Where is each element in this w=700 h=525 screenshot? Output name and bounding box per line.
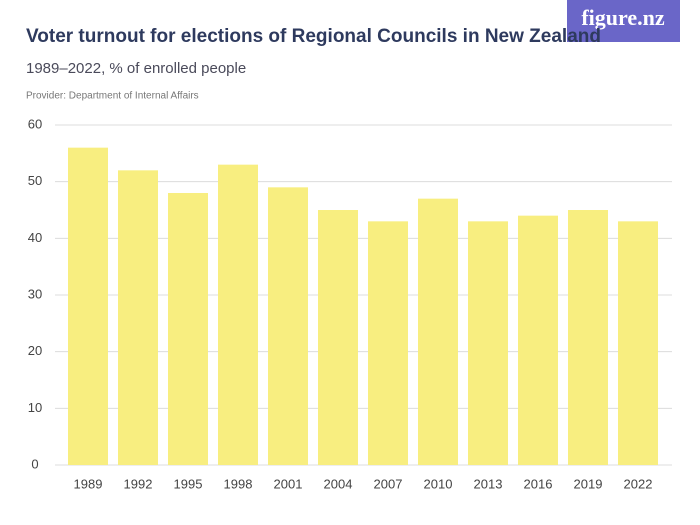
logo: figure.nz xyxy=(581,5,665,30)
logo-box xyxy=(567,0,680,42)
x-tick-label: 2007 xyxy=(374,476,403,491)
x-tick-label: 2022 xyxy=(624,476,653,491)
bar xyxy=(318,210,358,465)
x-tick-label: 2019 xyxy=(574,476,603,491)
bar xyxy=(468,221,508,465)
y-tick-label: 40 xyxy=(28,230,42,245)
x-tick-label: 2001 xyxy=(274,476,303,491)
bar xyxy=(218,164,258,465)
y-tick-label: 10 xyxy=(28,400,42,415)
chart-title: Voter turnout for elections of Regional … xyxy=(26,26,601,47)
x-tick-label: 2013 xyxy=(474,476,503,491)
y-tick-label: 30 xyxy=(28,286,42,301)
x-tick-label: 2004 xyxy=(324,476,353,491)
bar xyxy=(118,170,158,466)
x-tick-label: 1995 xyxy=(174,476,203,491)
bar xyxy=(68,147,108,465)
x-tick-label: 1989 xyxy=(74,476,103,491)
y-tick-label: 50 xyxy=(28,173,42,188)
x-tick-label: 2010 xyxy=(424,476,453,491)
chart-subtitle: 1989–2022, % of enrolled people xyxy=(26,60,246,77)
y-tick-label: 0 xyxy=(31,456,38,471)
bar xyxy=(268,187,308,466)
x-tick-label: 1998 xyxy=(224,476,253,491)
y-tick-label: 60 xyxy=(28,116,42,131)
x-tick-label: 1992 xyxy=(124,476,153,491)
y-tick-label: 20 xyxy=(28,343,42,358)
provider: Provider: Department of Internal Affairs xyxy=(26,91,199,102)
bar xyxy=(368,221,408,465)
bar xyxy=(418,198,458,465)
bar xyxy=(168,193,208,465)
bar xyxy=(568,210,608,465)
bar xyxy=(618,221,658,465)
bar xyxy=(518,215,558,465)
x-tick-label: 2016 xyxy=(524,476,553,491)
